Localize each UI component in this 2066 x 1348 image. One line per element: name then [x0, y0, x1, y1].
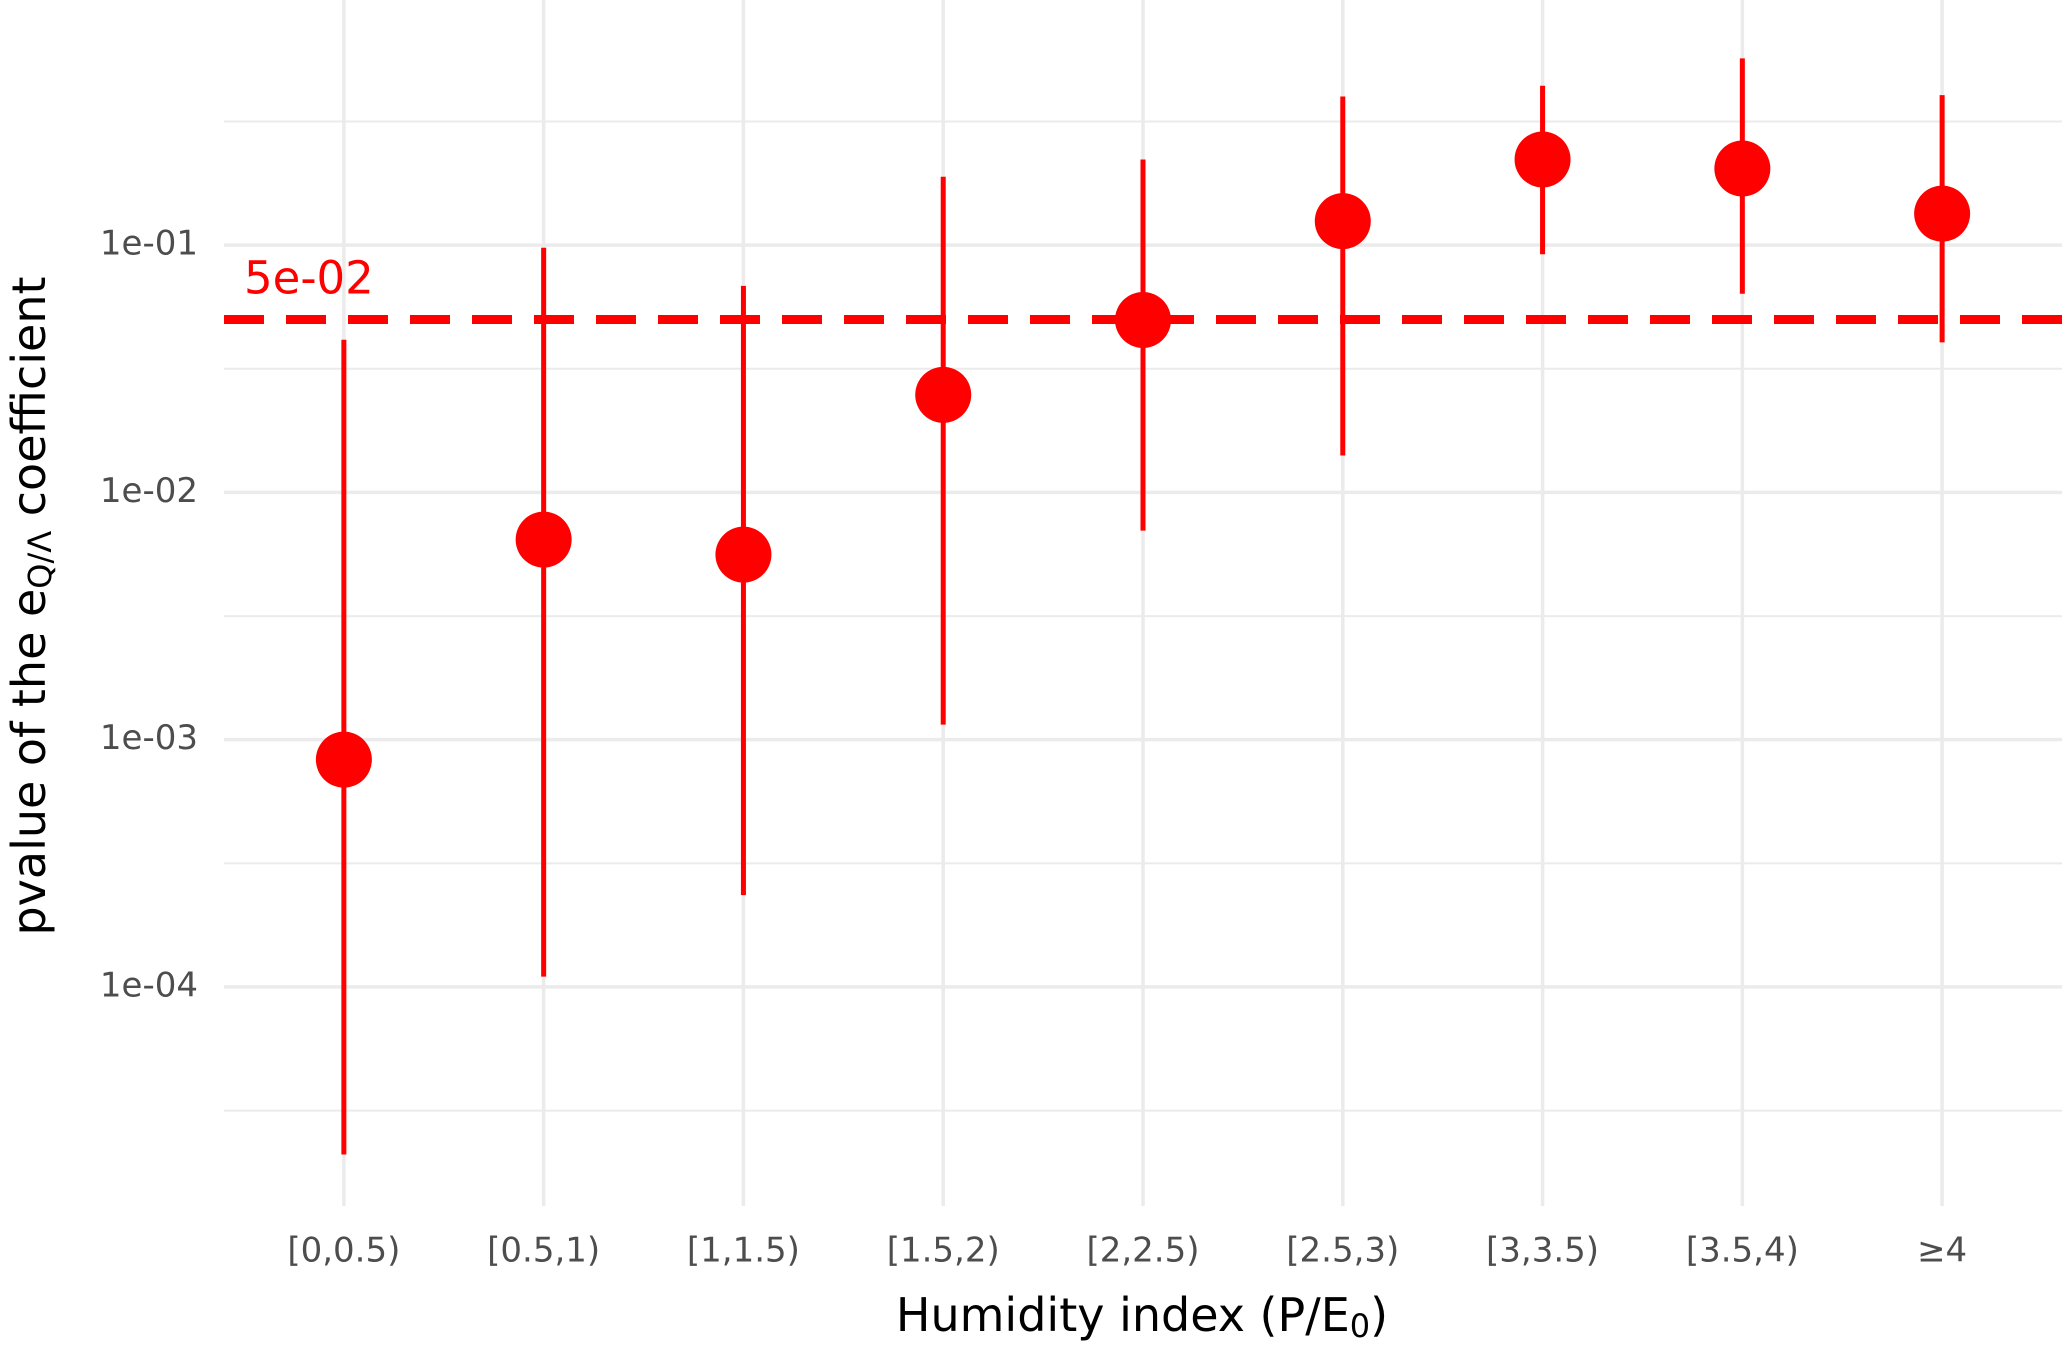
y-tick-label: 1e-01: [100, 224, 198, 264]
threshold-label: 5e-02: [244, 252, 374, 305]
y-title-after: coefficient: [2, 276, 56, 530]
x-tick-label: [2.5,3): [1286, 1231, 1399, 1271]
x-tick-label: [1,1.5): [687, 1231, 800, 1271]
point: [715, 526, 772, 583]
y-tick-label: 1e-02: [100, 471, 198, 511]
x-tick-label: [1.5,2): [887, 1231, 1000, 1271]
x-tick-label: [2,2.5): [1086, 1231, 1199, 1271]
point: [1714, 140, 1771, 197]
y-axis-title: pvalue of the eQ/Λ coefficient: [2, 276, 60, 935]
point: [1514, 131, 1571, 188]
point: [315, 731, 372, 788]
point: [915, 366, 972, 423]
x-title-sub: 0: [1350, 1307, 1370, 1345]
x-tick-label: [0.5,1): [487, 1231, 600, 1271]
x-tick-label: [3,3.5): [1486, 1231, 1599, 1271]
y-title-main: pvalue of the e: [2, 589, 56, 936]
x-tick-label: [3.5,4): [1686, 1231, 1799, 1271]
x-title-after: ): [1370, 1288, 1388, 1342]
x-tick-label: ≥4: [1917, 1231, 1967, 1271]
x-title-main: Humidity index (P/E: [896, 1288, 1350, 1342]
point: [1115, 291, 1171, 348]
x-tick-label: [0,0.5): [287, 1231, 400, 1271]
point: [1914, 185, 1971, 242]
y-tick-label: 1e-03: [100, 718, 198, 758]
y-tick-label: 1e-04: [100, 965, 198, 1005]
y-title-sub: Q/Λ: [21, 531, 59, 589]
x-axis-title: Humidity index (P/E0): [896, 1288, 1388, 1346]
point: [515, 511, 572, 568]
point: [1314, 193, 1371, 250]
